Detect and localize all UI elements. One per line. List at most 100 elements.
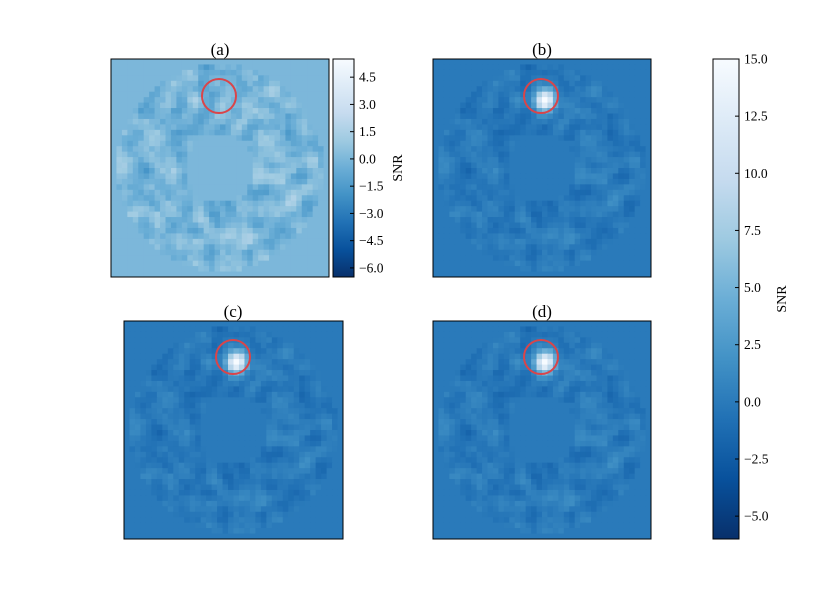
heatmap-cell: [156, 370, 163, 377]
heatmap-cell: [315, 413, 322, 420]
heatmap-cell: [293, 511, 300, 518]
heatmap-cell: [124, 517, 131, 524]
heatmap-cell: [151, 408, 158, 415]
heatmap-cell: [222, 337, 229, 344]
heatmap-cell: [214, 266, 221, 273]
heatmap-cell: [634, 146, 641, 153]
heatmap-cell: [195, 413, 202, 420]
heatmap-cell: [181, 233, 188, 240]
heatmap-cell: [476, 102, 483, 109]
heatmap-cell: [299, 446, 306, 453]
heatmap-cell: [195, 370, 202, 377]
heatmap-cell: [138, 238, 145, 245]
heatmap-cell: [274, 124, 281, 131]
heatmap-cell: [220, 244, 227, 251]
heatmap-cell: [200, 495, 207, 502]
heatmap-cell: [304, 353, 311, 360]
heatmap-cell: [601, 108, 608, 115]
heatmap-cell: [206, 386, 213, 393]
heatmap-cell: [198, 271, 205, 277]
heatmap-cell: [285, 168, 292, 175]
heatmap-cell: [443, 80, 450, 87]
heatmap-cell: [449, 184, 456, 191]
heatmap-cell: [127, 80, 134, 87]
heatmap-cell: [241, 211, 248, 218]
heatmap-cell: [285, 217, 292, 224]
heatmap-cell: [206, 331, 213, 338]
heatmap-cell: [140, 386, 147, 393]
heatmap-cell: [301, 178, 308, 185]
heatmap-cell: [279, 184, 286, 191]
heatmap-cell: [279, 266, 286, 273]
heatmap-cell: [531, 86, 538, 93]
heatmap-cell: [321, 528, 328, 535]
heatmap-cell: [279, 162, 286, 169]
heatmap-cell: [173, 380, 180, 387]
heatmap-cell: [492, 337, 499, 344]
heatmap-cell: [315, 408, 322, 415]
heatmap-cell: [258, 255, 265, 262]
heatmap-cell: [509, 140, 516, 147]
heatmap-cell: [184, 511, 191, 518]
heatmap-cell: [203, 124, 210, 131]
heatmap-cell: [274, 59, 281, 66]
heatmap-cell: [433, 151, 440, 158]
heatmap-cell: [225, 118, 232, 125]
heatmap-cell: [623, 337, 630, 344]
heatmap-cell: [509, 200, 516, 207]
heatmap-cell: [290, 113, 297, 120]
heatmap-cell: [476, 157, 483, 164]
heatmap-cell: [160, 244, 167, 251]
heatmap-cell: [192, 238, 199, 245]
heatmap-cell: [640, 189, 647, 196]
heatmap-cell: [433, 189, 440, 196]
heatmap-cell: [269, 59, 276, 66]
heatmap-cell: [601, 146, 608, 153]
heatmap-cell: [552, 80, 559, 87]
heatmap-cell: [449, 249, 456, 256]
heatmap-cell: [167, 353, 174, 360]
heatmap-cell: [236, 206, 243, 213]
heatmap-cell: [176, 168, 183, 175]
heatmap-cell: [288, 479, 295, 486]
heatmap-cell: [156, 500, 163, 507]
heatmap-cell: [460, 140, 467, 147]
heatmap-cell: [258, 59, 265, 66]
heatmap-cell: [433, 140, 440, 147]
heatmap-cell: [542, 75, 549, 82]
heatmap-cell: [520, 124, 527, 131]
heatmap-cell: [198, 129, 205, 136]
heatmap-cell: [536, 195, 543, 202]
heatmap-cell: [503, 195, 510, 202]
heatmap-cell: [220, 200, 227, 207]
heatmap-cell: [238, 435, 246, 442]
heatmap-cell: [134, 331, 142, 338]
heatmap-cell: [127, 200, 134, 207]
heatmap-cell: [247, 244, 254, 251]
heatmap-cell: [492, 86, 499, 93]
heatmap-cell: [145, 484, 152, 491]
heatmap-cell: [271, 397, 278, 404]
heatmap-cell: [138, 91, 145, 98]
heatmap-cell: [315, 489, 322, 496]
heatmap-cell: [312, 129, 319, 136]
heatmap-cell: [310, 391, 317, 398]
heatmap-cell: [170, 195, 177, 202]
heatmap-cell: [277, 424, 284, 431]
heatmap-cell: [238, 337, 246, 344]
heatmap-cell: [315, 402, 322, 409]
heatmap-cell: [596, 255, 603, 262]
heatmap-cell: [476, 238, 483, 245]
heatmap-cell: [187, 244, 194, 251]
heatmap-cell: [299, 321, 306, 328]
heatmap-cell: [282, 506, 289, 513]
heatmap-cell: [132, 140, 139, 147]
heatmap-cell: [293, 408, 300, 415]
heatmap-cell: [552, 124, 559, 131]
heatmap-cell: [634, 331, 641, 338]
heatmap-cell: [580, 271, 587, 277]
heatmap-cell: [154, 140, 161, 147]
heatmap-cell: [591, 108, 598, 115]
heatmap-cell: [181, 80, 188, 87]
heatmap-cell: [623, 146, 630, 153]
